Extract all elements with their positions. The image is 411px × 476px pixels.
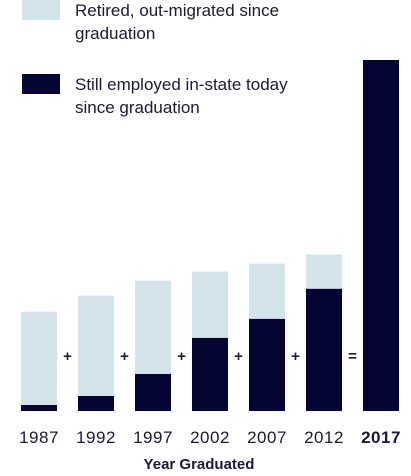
legend-label-1-1: since graduation [75, 98, 200, 117]
legend-label-0-0: Retired, out-migrated since [75, 1, 279, 20]
operators: + + + + + = [63, 348, 357, 365]
x-tick-1992: 1992 [76, 428, 116, 447]
x-tick-1987: 1987 [19, 428, 59, 447]
x-axis-ticks: 1987 1992 1997 2002 2007 2012 2017 [19, 428, 401, 447]
bar-1997-retired [135, 280, 171, 374]
bar-2002-employed [192, 337, 228, 411]
operator-plus-2: + [177, 348, 186, 365]
x-tick-2017: 2017 [361, 428, 401, 447]
x-tick-2012: 2012 [304, 428, 344, 447]
x-axis-label: Year Graduated [144, 456, 255, 473]
operator-equals-5: = [348, 348, 357, 365]
x-tick-2002: 2002 [190, 428, 230, 447]
legend-swatch-0 [22, 0, 60, 20]
operator-plus-1: + [120, 348, 129, 365]
bar-1992-retired [78, 295, 114, 396]
legend-label-0-1: graduation [75, 24, 155, 43]
bar-1992-employed [78, 396, 114, 411]
bar-2017-employed [363, 60, 399, 411]
bar-2002-retired [192, 271, 228, 338]
bar-1987-employed [21, 405, 57, 411]
bar-2007-retired [249, 263, 285, 319]
x-tick-2007: 2007 [247, 428, 287, 447]
operator-plus-4: + [291, 348, 300, 365]
bar-1997-employed [135, 373, 171, 411]
operator-plus-0: + [63, 348, 72, 365]
bar-2012-retired [306, 254, 342, 289]
legend: Retired, out-migrated since graduation Sti… [22, 0, 288, 117]
bar-1987-retired [21, 311, 57, 405]
bar-2012-employed [306, 288, 342, 411]
legend-swatch-1 [22, 74, 60, 94]
legend-label-1-0: Still employed in-state today [75, 75, 288, 94]
operator-plus-3: + [234, 348, 243, 365]
bar-2007-employed [249, 318, 285, 411]
bars [21, 60, 399, 411]
x-tick-1997: 1997 [133, 428, 173, 447]
